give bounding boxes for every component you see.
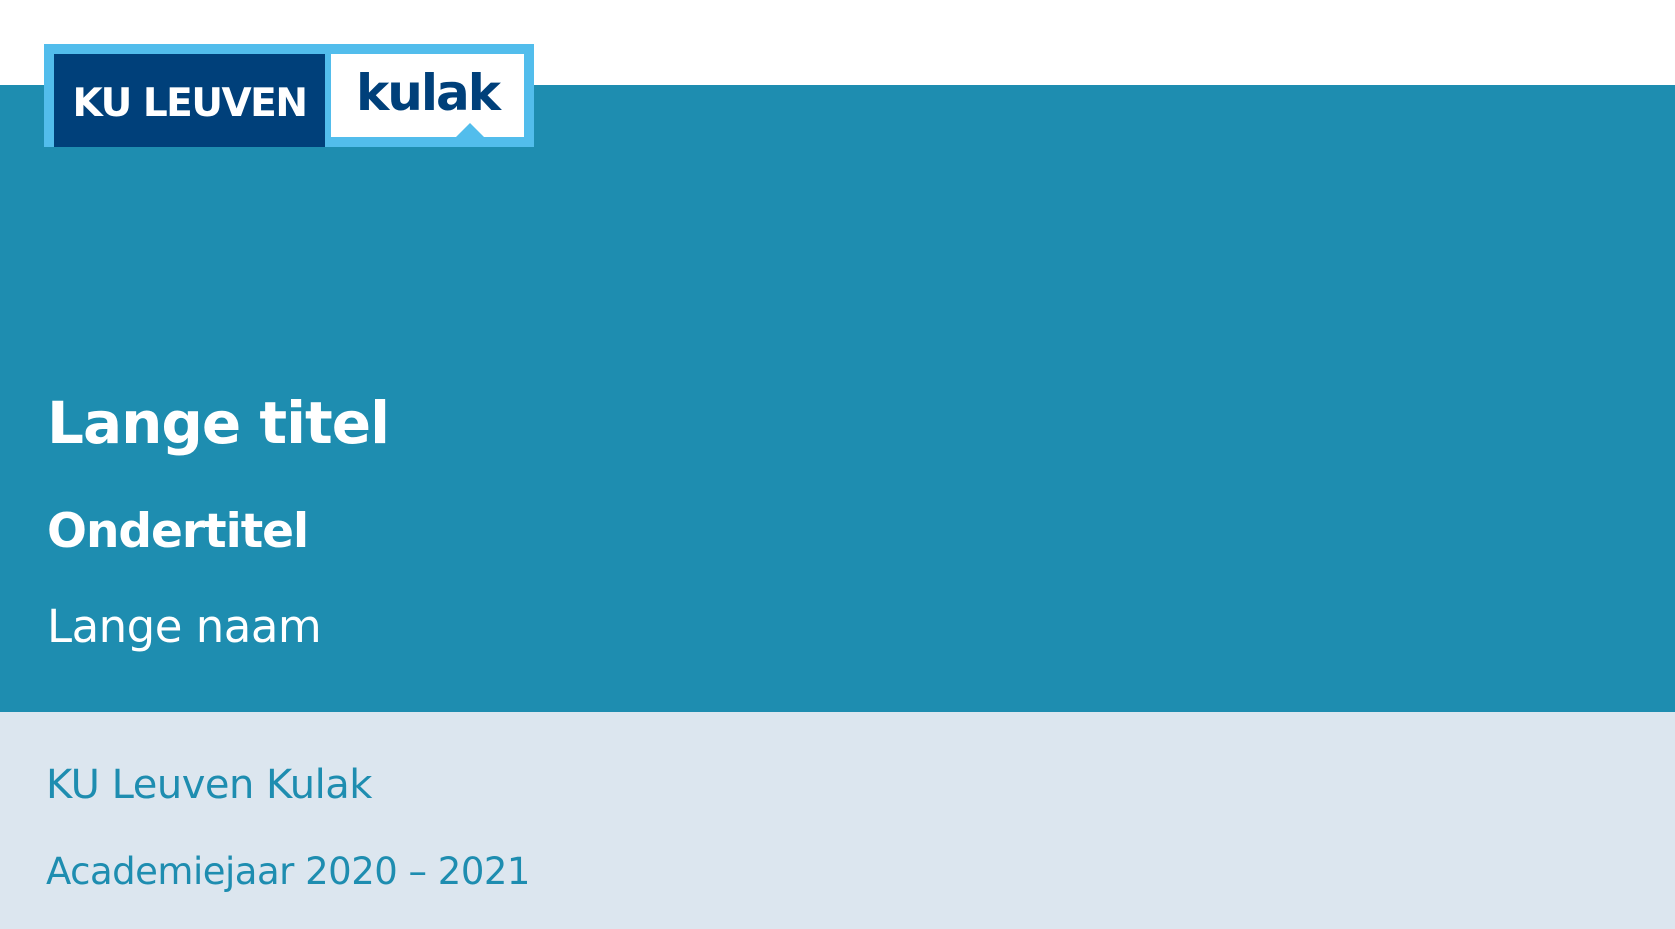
footer-band (0, 712, 1675, 929)
slide-author: Lange naam (47, 600, 322, 653)
slide-institute: KU Leuven Kulak (46, 762, 372, 808)
logo-kulak-block: kulak (331, 54, 524, 137)
slide-subtitle: Ondertitel (47, 504, 309, 559)
logo-ku-leuven-block: KU LEUVEN (54, 54, 325, 147)
logo-kulak-text: kulak (356, 63, 501, 122)
slide-date: Academiejaar 2020 – 2021 (46, 850, 530, 893)
slide-title: Lange titel (47, 389, 390, 457)
logo-ku-leuven-text: KU LEUVEN (72, 81, 308, 126)
logo-notch-shape (454, 123, 486, 139)
main-color-band (0, 85, 1675, 712)
ku-leuven-kulak-logo: KU LEUVEN kulak (44, 44, 534, 147)
